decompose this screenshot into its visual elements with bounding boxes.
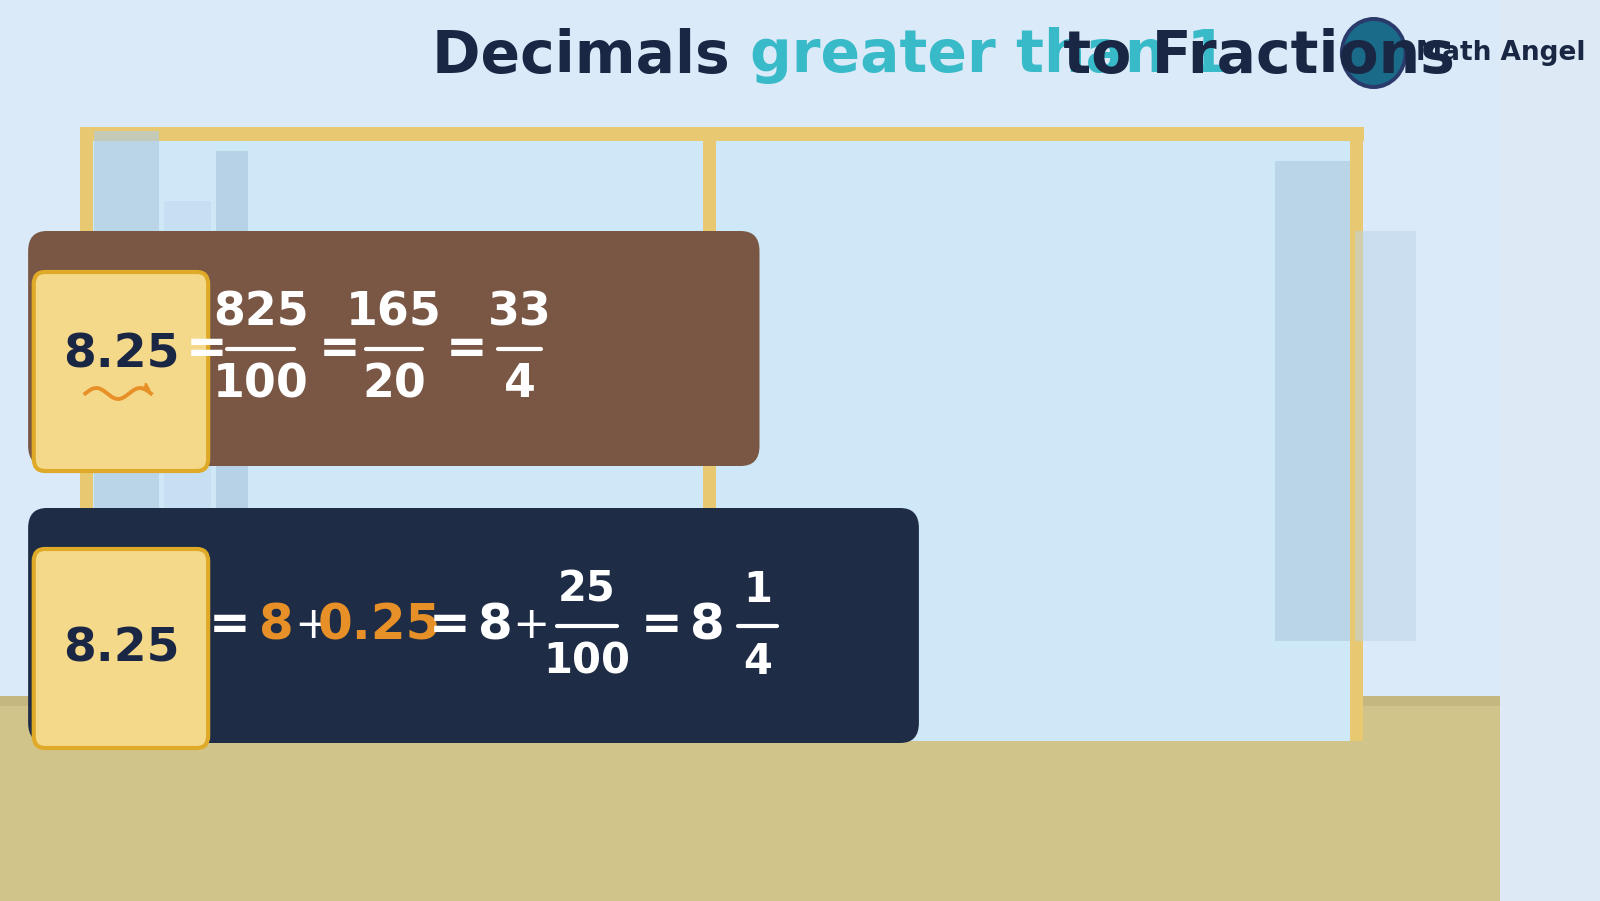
- Text: 8: 8: [478, 602, 512, 650]
- FancyBboxPatch shape: [29, 231, 760, 466]
- Text: =: =: [186, 324, 227, 372]
- Text: 100: 100: [544, 641, 630, 682]
- Text: greater than 1: greater than 1: [750, 28, 1227, 85]
- Bar: [0, 696, 1501, 706]
- Text: to Fractions: to Fractions: [1043, 28, 1454, 85]
- Bar: [1355, 231, 1416, 641]
- Text: 0.25: 0.25: [318, 602, 442, 650]
- Bar: [165, 201, 211, 641]
- Circle shape: [1344, 21, 1403, 85]
- FancyBboxPatch shape: [34, 549, 208, 748]
- Text: 4: 4: [504, 362, 536, 407]
- Text: Math Angel: Math Angel: [1416, 40, 1586, 66]
- Text: =: =: [318, 324, 360, 372]
- FancyBboxPatch shape: [34, 272, 208, 471]
- Text: =: =: [642, 602, 683, 650]
- Bar: [80, 131, 93, 741]
- Bar: [0, 701, 1501, 901]
- Text: 20: 20: [362, 362, 426, 407]
- Text: =: =: [429, 602, 470, 650]
- Text: Decimals: Decimals: [432, 28, 750, 85]
- Bar: [80, 127, 1365, 141]
- Text: 1: 1: [742, 569, 773, 611]
- Bar: [1350, 131, 1363, 741]
- Text: 4: 4: [742, 641, 773, 682]
- Text: 25: 25: [558, 569, 616, 611]
- Bar: [1275, 161, 1350, 641]
- Text: 8.25: 8.25: [62, 333, 179, 378]
- Text: =: =: [446, 324, 488, 372]
- Text: =: =: [210, 602, 251, 650]
- Text: +: +: [294, 604, 331, 647]
- Bar: [216, 151, 248, 641]
- Text: 100: 100: [213, 362, 309, 407]
- Text: 8.25: 8.25: [62, 626, 179, 671]
- Text: 8: 8: [690, 602, 725, 650]
- Circle shape: [1339, 17, 1408, 89]
- Text: +: +: [512, 604, 549, 647]
- Text: 8: 8: [259, 602, 294, 650]
- Bar: [80, 131, 1350, 741]
- Text: 165: 165: [346, 290, 442, 335]
- Bar: [0, 0, 1501, 701]
- Text: 825: 825: [213, 290, 309, 335]
- Bar: [94, 131, 160, 641]
- Text: 33: 33: [488, 290, 552, 335]
- FancyBboxPatch shape: [29, 508, 918, 743]
- Bar: [704, 131, 717, 741]
